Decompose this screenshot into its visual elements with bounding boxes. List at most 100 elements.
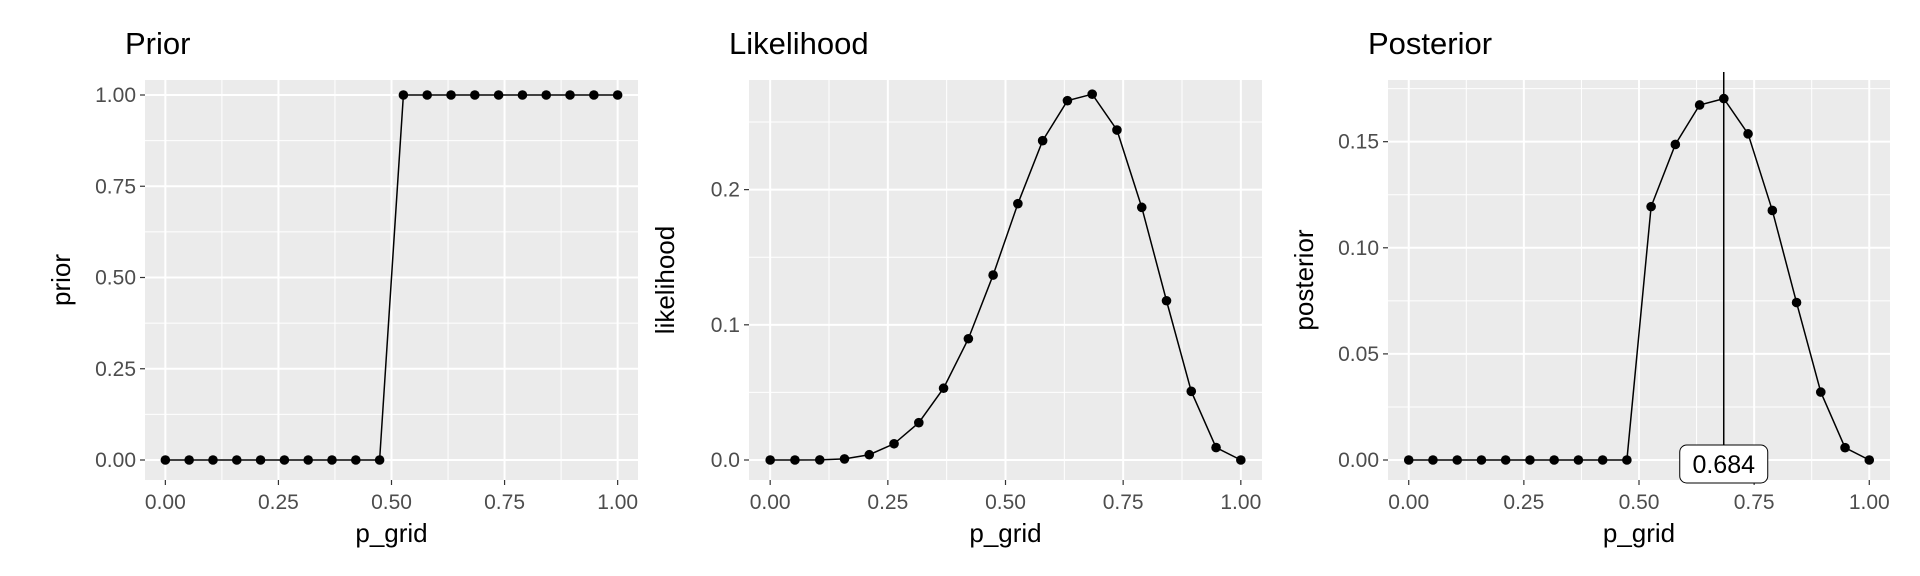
y-tick-label: 0.75 bbox=[95, 175, 136, 198]
data-point bbox=[1087, 89, 1097, 99]
x-tick-label: 0.25 bbox=[1503, 491, 1544, 514]
data-point bbox=[1403, 455, 1414, 465]
data-point bbox=[1694, 100, 1705, 110]
data-point bbox=[1161, 295, 1172, 306]
data-point bbox=[1646, 201, 1656, 212]
x-tick-label: 0.50 bbox=[371, 491, 412, 514]
y-axis-title: prior bbox=[46, 254, 76, 306]
panel-title: Likelihood bbox=[729, 26, 869, 61]
y-tick-label: 0.15 bbox=[1338, 131, 1379, 154]
x-tick-label: 1.00 bbox=[597, 491, 638, 514]
data-point bbox=[184, 455, 194, 465]
x-tick-label: 0.50 bbox=[1619, 491, 1660, 514]
data-point bbox=[1428, 455, 1438, 465]
data-point bbox=[1236, 455, 1246, 465]
data-point bbox=[1013, 198, 1023, 209]
data-point bbox=[160, 455, 171, 465]
x-tick-label: 0.25 bbox=[258, 491, 299, 514]
x-tick-label: 0.75 bbox=[484, 491, 525, 514]
x-axis-title: p_grid bbox=[969, 518, 1041, 548]
data-point bbox=[541, 90, 552, 100]
data-point bbox=[422, 90, 432, 100]
chart-panel-2: 0.00 0.25 0.50 0.75 1.00 0.0 0.1 0.2 Likelihood p… bbox=[650, 26, 1262, 548]
data-point bbox=[765, 455, 775, 465]
data-point bbox=[963, 333, 974, 344]
data-point bbox=[839, 454, 850, 464]
y-axis-title: posterior bbox=[1289, 229, 1319, 330]
data-point bbox=[279, 455, 290, 465]
data-point bbox=[1622, 455, 1632, 465]
data-point bbox=[889, 438, 899, 449]
data-point bbox=[1791, 297, 1802, 308]
data-point bbox=[589, 90, 599, 100]
data-point bbox=[327, 455, 337, 465]
y-tick-label: 0.2 bbox=[711, 179, 740, 202]
data-point bbox=[1719, 93, 1729, 104]
data-point bbox=[1211, 442, 1221, 453]
data-point bbox=[1112, 125, 1122, 135]
y-tick-label: 0.10 bbox=[1338, 237, 1379, 260]
data-point bbox=[351, 455, 361, 465]
data-point bbox=[1549, 455, 1559, 465]
x-axis-title: p_grid bbox=[1603, 518, 1675, 548]
data-point bbox=[938, 383, 949, 394]
data-point bbox=[1452, 455, 1463, 465]
y-tick-label: 0.50 bbox=[95, 267, 136, 290]
data-point bbox=[470, 90, 480, 100]
data-point bbox=[1476, 455, 1487, 465]
y-tick-label: 0.0 bbox=[711, 449, 740, 472]
x-tick-label: 0.00 bbox=[145, 491, 186, 514]
data-point bbox=[612, 90, 623, 100]
data-point bbox=[446, 90, 456, 100]
chart-panel-3: 0.00 0.25 0.50 0.75 1.00 0.00 0.05 0.10 0.15 Post… bbox=[1289, 26, 1890, 548]
data-point bbox=[1037, 135, 1048, 146]
y-tick-label: 0.1 bbox=[711, 314, 740, 337]
data-point bbox=[231, 455, 242, 465]
vline-label-box bbox=[1679, 444, 1769, 484]
data-point bbox=[374, 455, 385, 465]
data-point bbox=[208, 455, 218, 465]
data-point bbox=[988, 270, 998, 280]
y-tick-label: 0.00 bbox=[1338, 449, 1379, 472]
y-tick-label: 1.00 bbox=[95, 84, 136, 107]
x-tick-label: 0.50 bbox=[985, 491, 1026, 514]
data-point bbox=[1864, 455, 1875, 465]
data-point bbox=[1136, 202, 1147, 213]
data-point bbox=[493, 90, 504, 100]
data-point bbox=[1525, 455, 1535, 465]
x-tick-label: 0.25 bbox=[867, 491, 908, 514]
x-tick-label: 1.00 bbox=[1220, 491, 1261, 514]
vline-label: 0.684 bbox=[1692, 451, 1755, 479]
x-axis-title: p_grid bbox=[355, 518, 427, 548]
data-point bbox=[814, 455, 825, 465]
data-point bbox=[864, 449, 875, 460]
data-point bbox=[790, 455, 800, 465]
data-point bbox=[1062, 95, 1073, 106]
y-tick-label: 0.00 bbox=[95, 449, 136, 472]
panel-title: Prior bbox=[125, 26, 190, 61]
y-axis-title: likelihood bbox=[650, 226, 680, 334]
x-tick-label: 1.00 bbox=[1849, 491, 1890, 514]
x-tick-label: 0.00 bbox=[1388, 491, 1429, 514]
data-point bbox=[1767, 205, 1778, 216]
data-point bbox=[1670, 139, 1681, 150]
y-tick-label: 0.25 bbox=[95, 358, 136, 381]
x-tick-label: 0.75 bbox=[1103, 491, 1144, 514]
data-point bbox=[255, 455, 266, 465]
data-point bbox=[398, 90, 409, 100]
data-point bbox=[1840, 442, 1850, 453]
data-point bbox=[1743, 129, 1753, 139]
data-point bbox=[914, 417, 924, 428]
data-point bbox=[1597, 455, 1608, 465]
data-point bbox=[1573, 455, 1584, 465]
data-point bbox=[517, 90, 528, 100]
data-point bbox=[1815, 387, 1826, 397]
x-tick-label: 0.00 bbox=[750, 491, 791, 514]
data-point bbox=[565, 90, 575, 100]
chart-panel-1: 0.00 0.25 0.50 0.75 1.00 0.00 0.25 0.50 0.75 1.00… bbox=[46, 26, 638, 548]
data-point bbox=[1186, 386, 1197, 397]
data-point bbox=[303, 455, 313, 465]
y-tick-label: 0.05 bbox=[1338, 343, 1379, 366]
data-point bbox=[1500, 455, 1511, 465]
